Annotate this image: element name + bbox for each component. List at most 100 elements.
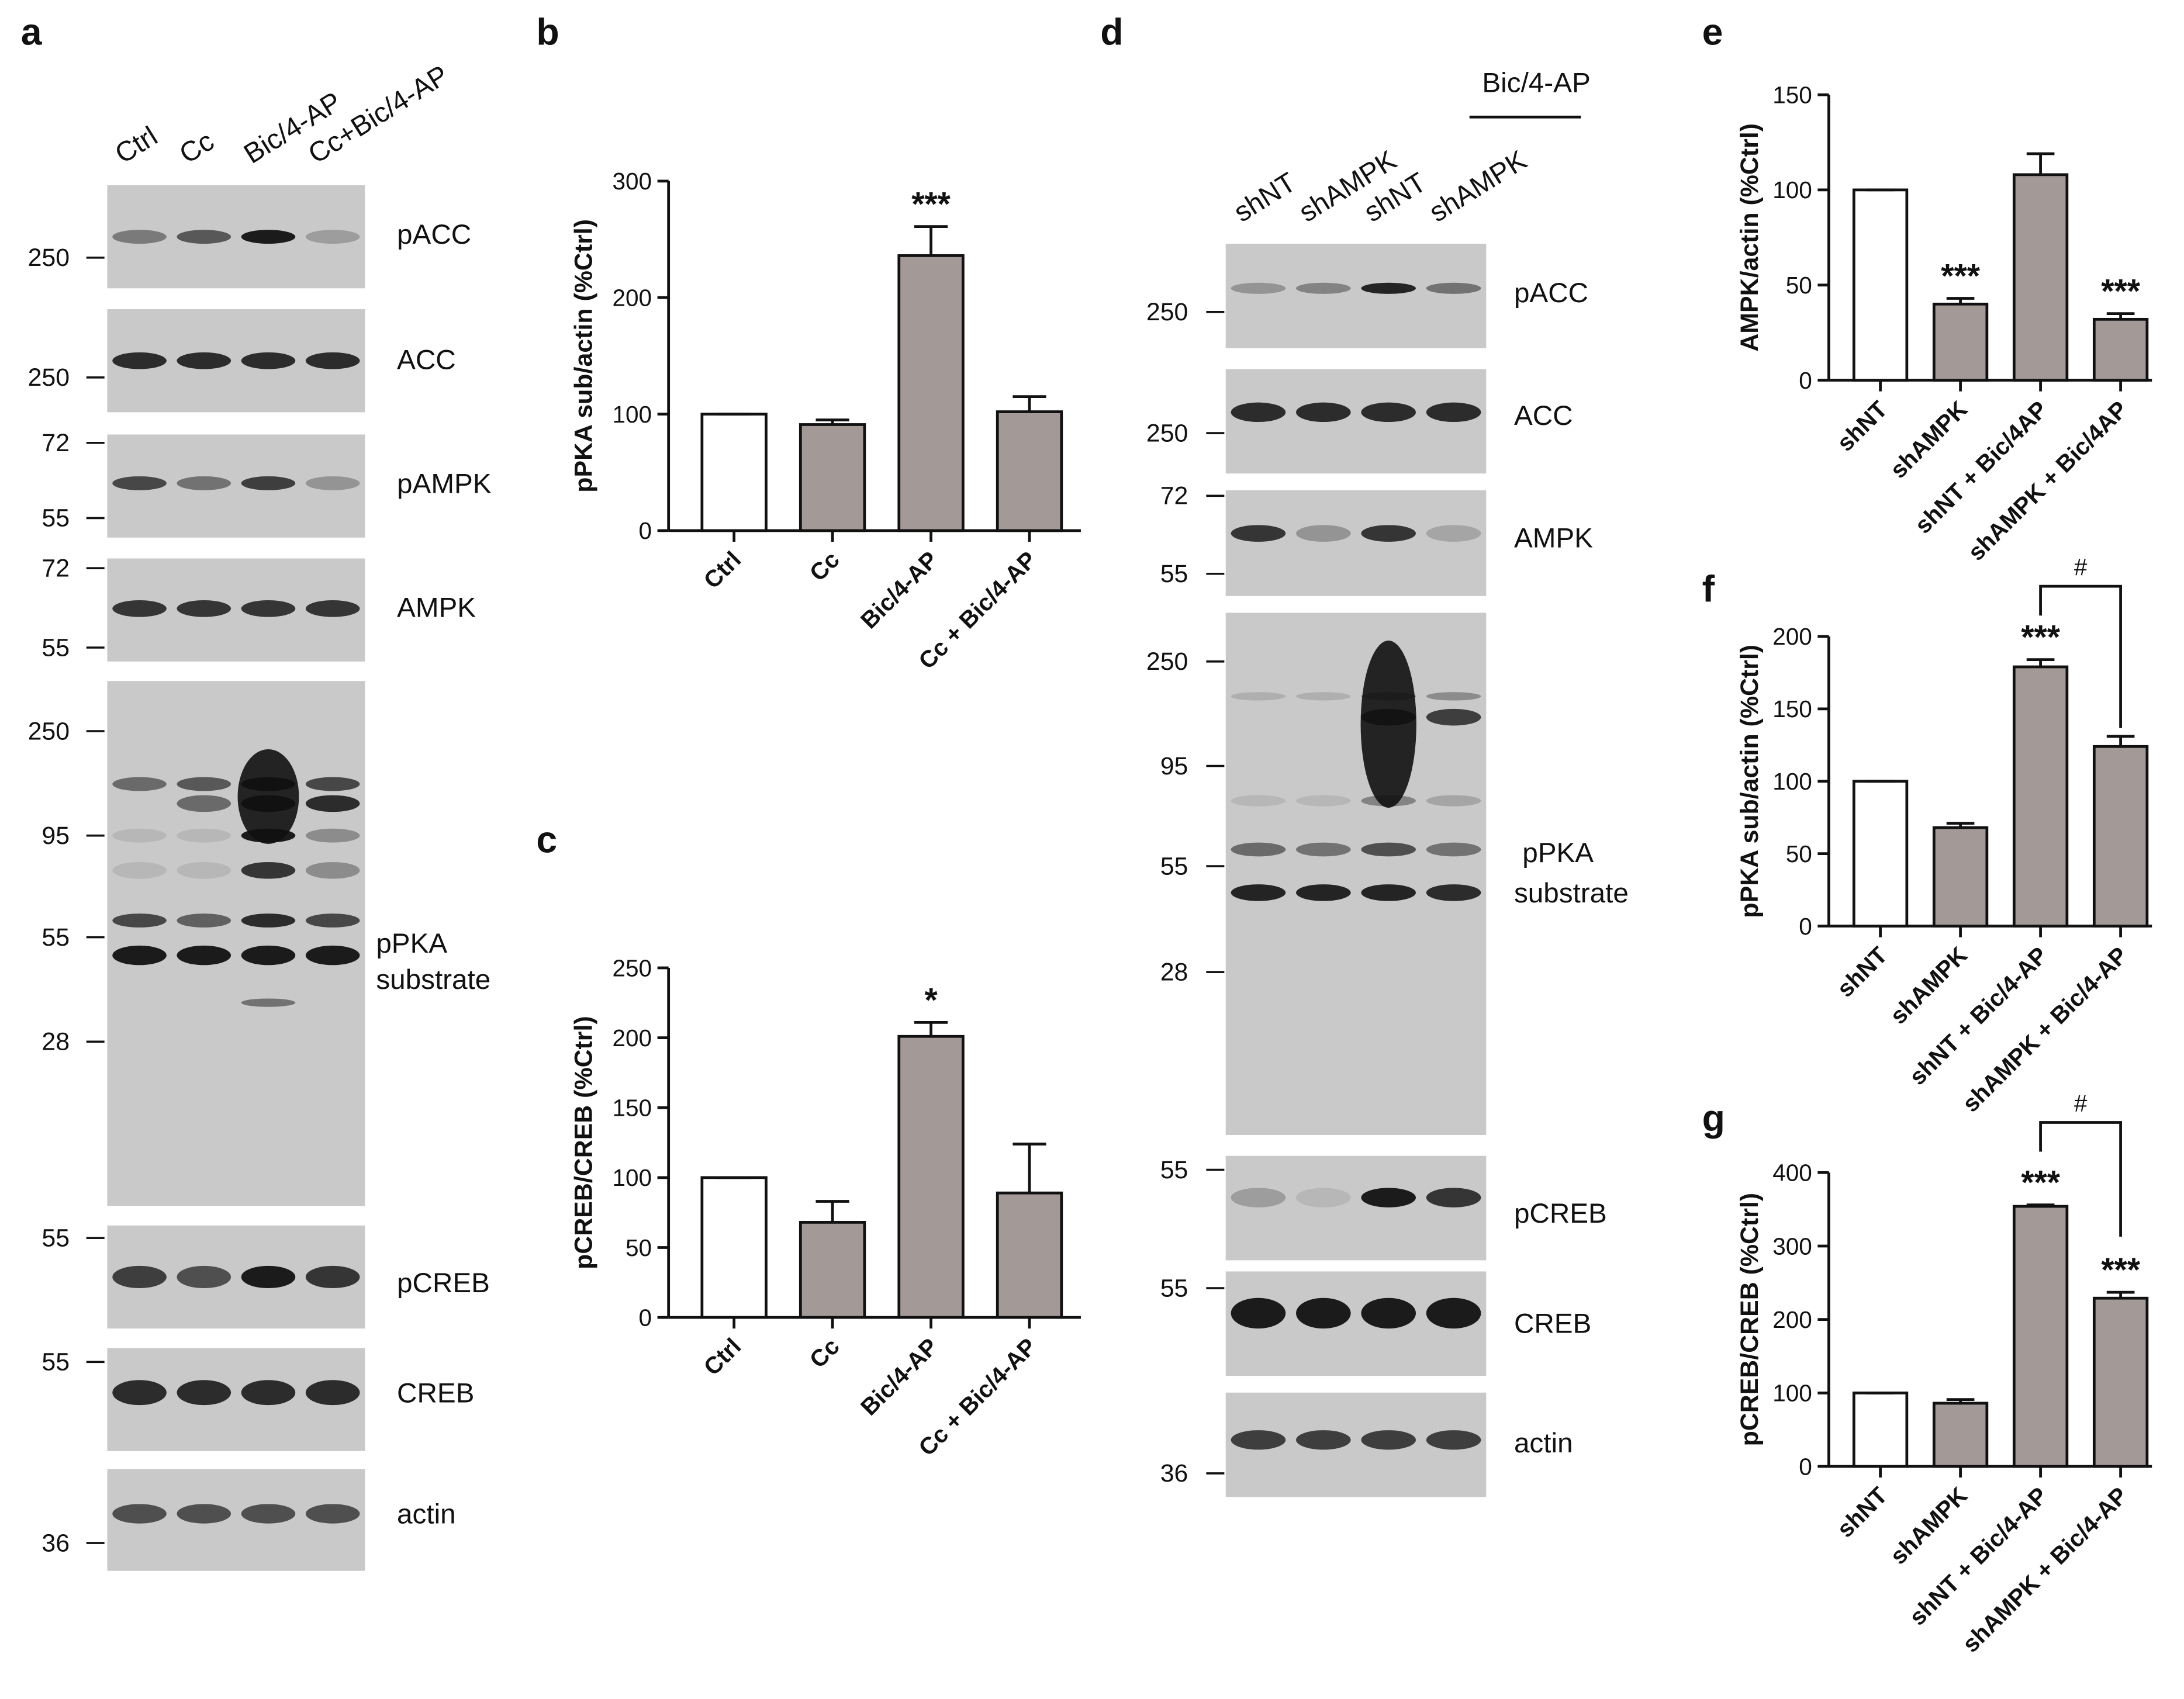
significance-label: *** — [2021, 1164, 2060, 1202]
comparison-label: # — [2074, 553, 2088, 580]
panel-label: b — [536, 11, 559, 53]
blot-band — [1361, 842, 1416, 857]
y-tick-label: 100 — [613, 1164, 652, 1191]
significance-label: *** — [911, 186, 951, 223]
blot-label: actin — [1514, 1428, 1573, 1459]
blot-label: pACC — [1514, 278, 1588, 309]
y-axis-label: pPKA sub/actin (%Ctrl) — [1736, 645, 1764, 918]
blot-label: pPKA — [1522, 838, 1594, 868]
bar — [897, 1034, 965, 1319]
blot-band — [1426, 1297, 1481, 1329]
blot-band — [1426, 708, 1481, 726]
blot-band — [305, 1265, 360, 1289]
blot-label: ACC — [397, 344, 456, 375]
bar — [1932, 826, 1989, 928]
blot-band — [112, 1265, 167, 1289]
blot-band — [241, 230, 296, 244]
error-bar — [2106, 735, 2135, 747]
y-axis-label: AMPK/actin (%Ctrl) — [1736, 123, 1764, 352]
bar — [799, 423, 866, 532]
mw-marker: 250 — [1146, 298, 1188, 326]
blot-band — [305, 230, 360, 244]
error-bar — [2026, 152, 2055, 175]
blot-band — [1361, 402, 1416, 423]
blot-label: CREB — [397, 1378, 474, 1409]
blot-band — [1296, 1430, 1351, 1450]
blot-band — [1231, 842, 1286, 857]
y-tick-label: 100 — [1772, 1380, 1812, 1407]
blot-label: pCREB — [1514, 1198, 1607, 1229]
blot-label: actin — [397, 1499, 456, 1530]
blot-band — [177, 230, 231, 244]
blot-membrane — [107, 185, 365, 289]
y-tick-label: 50 — [1786, 840, 1812, 867]
comparison-bracket — [2039, 584, 2122, 728]
mw-marker: 250 — [1146, 648, 1188, 676]
blot-band — [177, 352, 231, 369]
y-tick-label: 150 — [1772, 81, 1812, 108]
mw-marker: 36 — [1160, 1459, 1188, 1487]
bar — [799, 1221, 866, 1319]
blot-band — [1361, 1430, 1416, 1450]
mw-marker: 28 — [1160, 958, 1188, 986]
mw-marker: 250 — [1146, 419, 1188, 447]
blot-band — [241, 1265, 296, 1289]
blot-band — [1296, 842, 1351, 857]
bar — [2092, 745, 2149, 928]
mw-marker: 55 — [42, 1348, 70, 1376]
blot-band — [1296, 1188, 1351, 1207]
blot-band — [1231, 692, 1286, 701]
y-axis-label: pCREB/CREB (%Ctrl) — [570, 1016, 598, 1269]
blot-band — [112, 945, 167, 966]
blot-band — [1296, 525, 1351, 542]
blot-band — [1296, 795, 1351, 807]
mw-marker: 55 — [42, 923, 70, 951]
blot-band — [305, 913, 360, 928]
mw-marker: 55 — [1160, 560, 1188, 588]
blot-band — [112, 476, 167, 490]
comparison-bracket — [2039, 1121, 2122, 1237]
y-tick-label: 200 — [613, 1025, 652, 1051]
blot-band — [112, 352, 167, 369]
blot-band — [1426, 692, 1481, 701]
blot-band — [1426, 525, 1481, 542]
blot-band — [305, 352, 360, 369]
bar — [1852, 1391, 1909, 1468]
mw-marker: 72 — [1160, 482, 1188, 510]
y-tick-label: 200 — [613, 284, 652, 311]
blot-band — [177, 828, 231, 843]
blot-label: CREB — [1514, 1308, 1591, 1339]
bar — [2092, 317, 2149, 382]
blot-label: AMPK — [1514, 522, 1593, 553]
blot-band — [177, 913, 231, 928]
blot-band — [1296, 1297, 1351, 1329]
blot-band — [241, 1380, 296, 1406]
blot-band — [1231, 402, 1286, 423]
mw-marker: 72 — [42, 555, 70, 583]
y-tick-label: 0 — [1799, 1453, 1812, 1480]
y-tick-label: 150 — [613, 1095, 652, 1122]
blot-band — [1426, 282, 1481, 294]
mw-marker: 250 — [28, 717, 70, 745]
blot-band — [305, 476, 360, 490]
blot-band — [1231, 884, 1286, 901]
error-bar — [2026, 658, 2055, 667]
y-tick-label: 50 — [1786, 272, 1812, 299]
blot-band — [241, 861, 296, 879]
error-bar — [1946, 1398, 1975, 1403]
error-bar — [1946, 822, 1975, 828]
panel-label: f — [1702, 568, 1715, 610]
blot-band — [1360, 641, 1416, 808]
blot-band — [112, 913, 167, 928]
blot-band — [1231, 1188, 1286, 1207]
panel-label: e — [1702, 11, 1723, 53]
mw-marker: 36 — [42, 1529, 70, 1557]
significance-label: *** — [2101, 1251, 2140, 1289]
blot-band — [1426, 842, 1481, 857]
y-axis-label: pCREB/CREB (%Ctrl) — [1736, 1193, 1764, 1447]
blot-band — [305, 861, 360, 879]
blot-band — [1361, 282, 1416, 294]
blot-band — [1231, 1297, 1286, 1329]
bar — [1932, 1402, 1989, 1468]
y-tick-label: 100 — [1772, 177, 1812, 203]
